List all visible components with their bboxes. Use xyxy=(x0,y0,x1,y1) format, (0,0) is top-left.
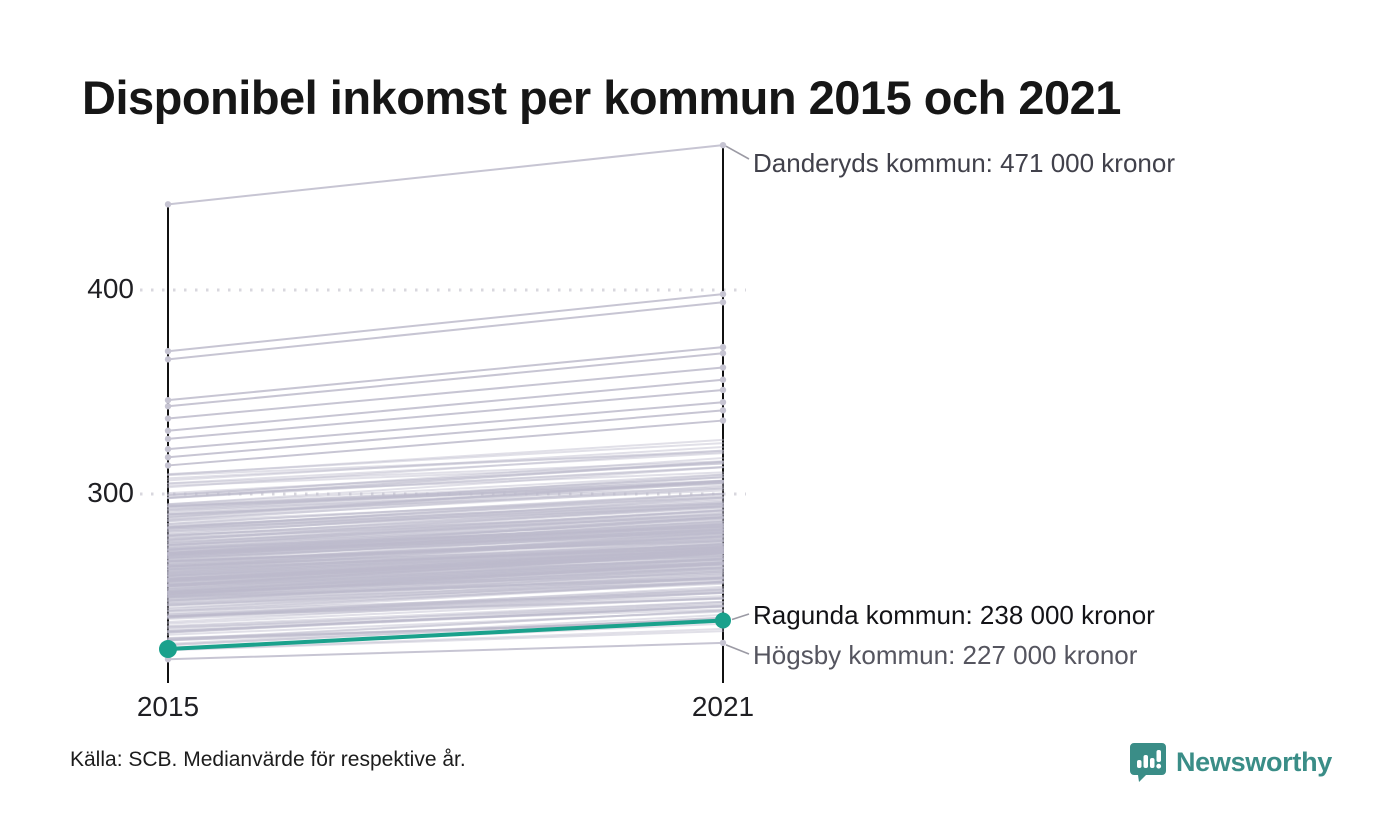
annotation-connectors xyxy=(725,145,750,655)
y-axis-tick-400: 400 xyxy=(87,273,134,304)
axes xyxy=(167,145,724,683)
page-title: Disponibel inkomst per kommun 2015 och 2… xyxy=(82,71,1121,124)
newsworthy-logo-icon xyxy=(1129,743,1166,782)
branding: Newsworthy xyxy=(1129,741,1332,783)
annotation-hogsby: Högsby kommun: 227 000 kronor xyxy=(753,640,1138,670)
annotation-ragunda: Ragunda kommun: 238 000 kronor xyxy=(753,600,1155,630)
branding-name: Newsworthy xyxy=(1175,746,1332,777)
x-axis-label-2021: 2021 xyxy=(691,691,755,722)
background-lines xyxy=(167,438,724,652)
highlight-line xyxy=(159,612,731,659)
gridlines xyxy=(140,288,746,496)
notable-lines xyxy=(164,141,727,663)
annotation-danderyd: Danderyds kommun: 471 000 kronor xyxy=(753,148,1176,178)
y-axis-tick-300: 300 xyxy=(87,477,134,508)
source-note: Källa: SCB. Medianvärde för respektive å… xyxy=(70,748,466,771)
x-axis-label-2015: 2015 xyxy=(136,691,200,722)
